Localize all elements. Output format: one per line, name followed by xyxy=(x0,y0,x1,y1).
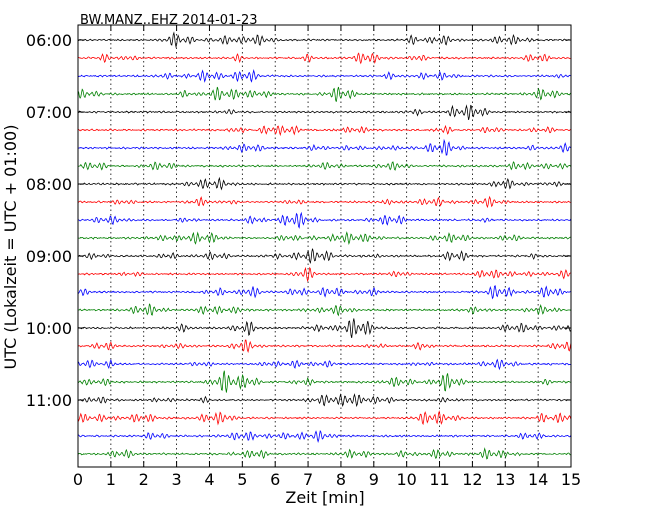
x-tick-label: 9 xyxy=(369,470,379,489)
y-tick-label: 07:00 xyxy=(26,103,72,122)
x-tick-label: 1 xyxy=(106,470,116,489)
x-tick-label: 3 xyxy=(172,470,182,489)
x-tick-label: 10 xyxy=(396,470,416,489)
trace-line xyxy=(77,124,571,137)
y-axis: 06:00 07:00 08:00 09:00 10:00 11:00 xyxy=(26,31,571,410)
trace-line xyxy=(77,410,572,426)
x-tick-label: 13 xyxy=(495,470,515,489)
y-tick-label: 10:00 xyxy=(26,319,72,338)
x-tick-label: 12 xyxy=(462,470,482,489)
trace-line xyxy=(77,370,571,393)
trace-line xyxy=(77,248,571,265)
trace-line xyxy=(77,69,571,83)
x-tick-label: 0 xyxy=(73,470,83,489)
y-tick-label: 09:00 xyxy=(26,247,72,266)
trace-line xyxy=(77,393,571,408)
trace-line xyxy=(77,318,572,339)
trace-line xyxy=(77,285,572,300)
trace-line xyxy=(77,31,571,49)
x-tick-label: 8 xyxy=(336,470,346,489)
y-tick-label: 08:00 xyxy=(26,175,72,194)
trace-line xyxy=(77,266,571,283)
trace-line xyxy=(77,52,571,65)
x-tick-label: 4 xyxy=(204,470,214,489)
trace-line xyxy=(77,303,572,317)
trace-line xyxy=(77,161,572,171)
chart-title: BW.MANZ..EHZ 2014-01-23 xyxy=(80,13,258,28)
trace-line xyxy=(77,176,571,191)
y-tick-label: 11:00 xyxy=(26,391,72,410)
x-tick-label: 14 xyxy=(528,470,548,489)
trace-line xyxy=(77,138,572,156)
x-tick-label: 15 xyxy=(561,470,581,489)
x-tick-label: 11 xyxy=(429,470,449,489)
trace-line xyxy=(77,104,571,120)
x-tick-label: 6 xyxy=(270,470,280,489)
y-tick-label: 06:00 xyxy=(26,31,72,50)
grid-lines xyxy=(110,25,539,467)
x-tick-label: 7 xyxy=(303,470,313,489)
x-tick-label: 2 xyxy=(139,470,149,489)
trace-line xyxy=(77,358,571,371)
trace-line xyxy=(77,339,572,354)
y-axis-label: UTC (Lokalzeit = UTC + 01:00) xyxy=(1,125,20,370)
trace-group xyxy=(77,31,572,460)
trace-line xyxy=(77,195,571,209)
trace-line xyxy=(77,429,572,444)
x-axis: 0 1 2 3 4 5 6 7 8 9 10 11 12 13 14 15 xyxy=(73,25,581,489)
trace-line xyxy=(77,231,571,246)
trace-line xyxy=(77,447,571,460)
trace-line xyxy=(77,211,572,229)
trace-line xyxy=(77,86,572,102)
x-axis-label: Zeit [min] xyxy=(285,488,364,507)
plot-frame xyxy=(77,24,572,468)
x-tick-label: 5 xyxy=(237,470,247,489)
